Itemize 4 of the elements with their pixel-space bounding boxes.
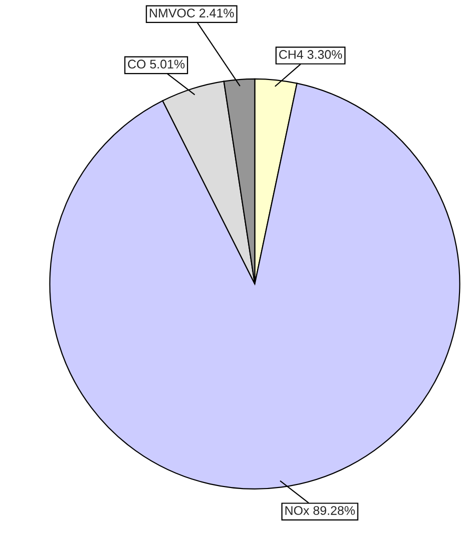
slice-label: NMVOC 2.41% [150, 8, 234, 18]
slice-label: NOx 89.28% [285, 506, 355, 515]
slice-label: CH4 3.30% [279, 50, 342, 59]
slice-label: CO 5.01% [128, 60, 185, 69]
